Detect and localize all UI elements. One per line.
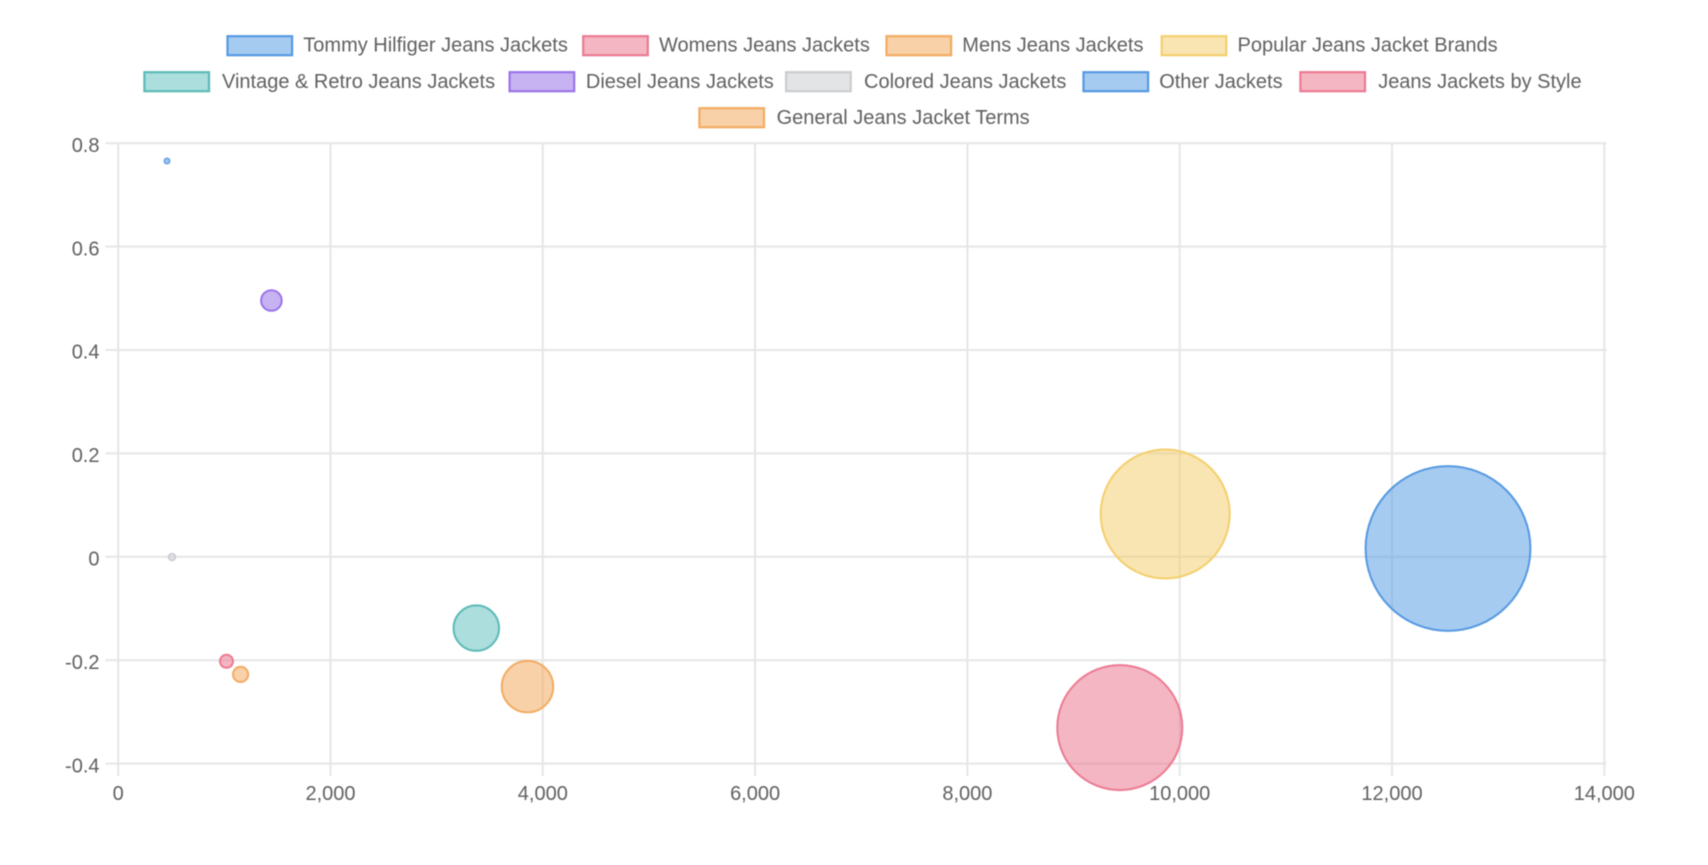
svg-text:4,000: 4,000 (518, 783, 568, 805)
svg-text:0: 0 (88, 549, 99, 571)
svg-text:Colored Jeans Jackets: Colored Jeans Jackets (864, 71, 1066, 93)
svg-text:0: 0 (113, 783, 124, 805)
svg-text:-0.4: -0.4 (65, 755, 99, 777)
svg-text:Mens Jeans Jackets: Mens Jeans Jackets (962, 35, 1143, 57)
svg-text:14,000: 14,000 (1574, 783, 1635, 805)
svg-text:Jeans Jackets by Style: Jeans Jackets by Style (1378, 71, 1581, 93)
svg-text:Womens Jeans Jackets: Womens Jeans Jackets (659, 35, 870, 57)
svg-text:-0.2: -0.2 (65, 652, 99, 674)
svg-text:8,000: 8,000 (942, 783, 992, 805)
svg-text:12,000: 12,000 (1361, 783, 1422, 805)
svg-text:0.4: 0.4 (72, 342, 100, 364)
svg-text:0.8: 0.8 (72, 135, 100, 157)
svg-text:General Jeans Jacket Terms: General Jeans Jacket Terms (777, 107, 1030, 129)
svg-text:10,000: 10,000 (1149, 783, 1210, 805)
svg-text:Diesel Jeans Jackets: Diesel Jeans Jackets (586, 71, 774, 93)
svg-text:0.6: 0.6 (72, 238, 100, 260)
svg-text:0.2: 0.2 (72, 445, 100, 467)
svg-text:Vintage & Retro Jeans Jackets: Vintage & Retro Jeans Jackets (222, 71, 495, 93)
svg-text:2,000: 2,000 (305, 783, 355, 805)
svg-text:Other Jackets: Other Jackets (1159, 71, 1282, 93)
svg-text:Popular Jeans Jacket Brands: Popular Jeans Jacket Brands (1238, 35, 1498, 57)
svg-text:6,000: 6,000 (730, 783, 780, 805)
svg-text:Tommy Hilfiger Jeans Jackets: Tommy Hilfiger Jeans Jackets (303, 35, 568, 57)
